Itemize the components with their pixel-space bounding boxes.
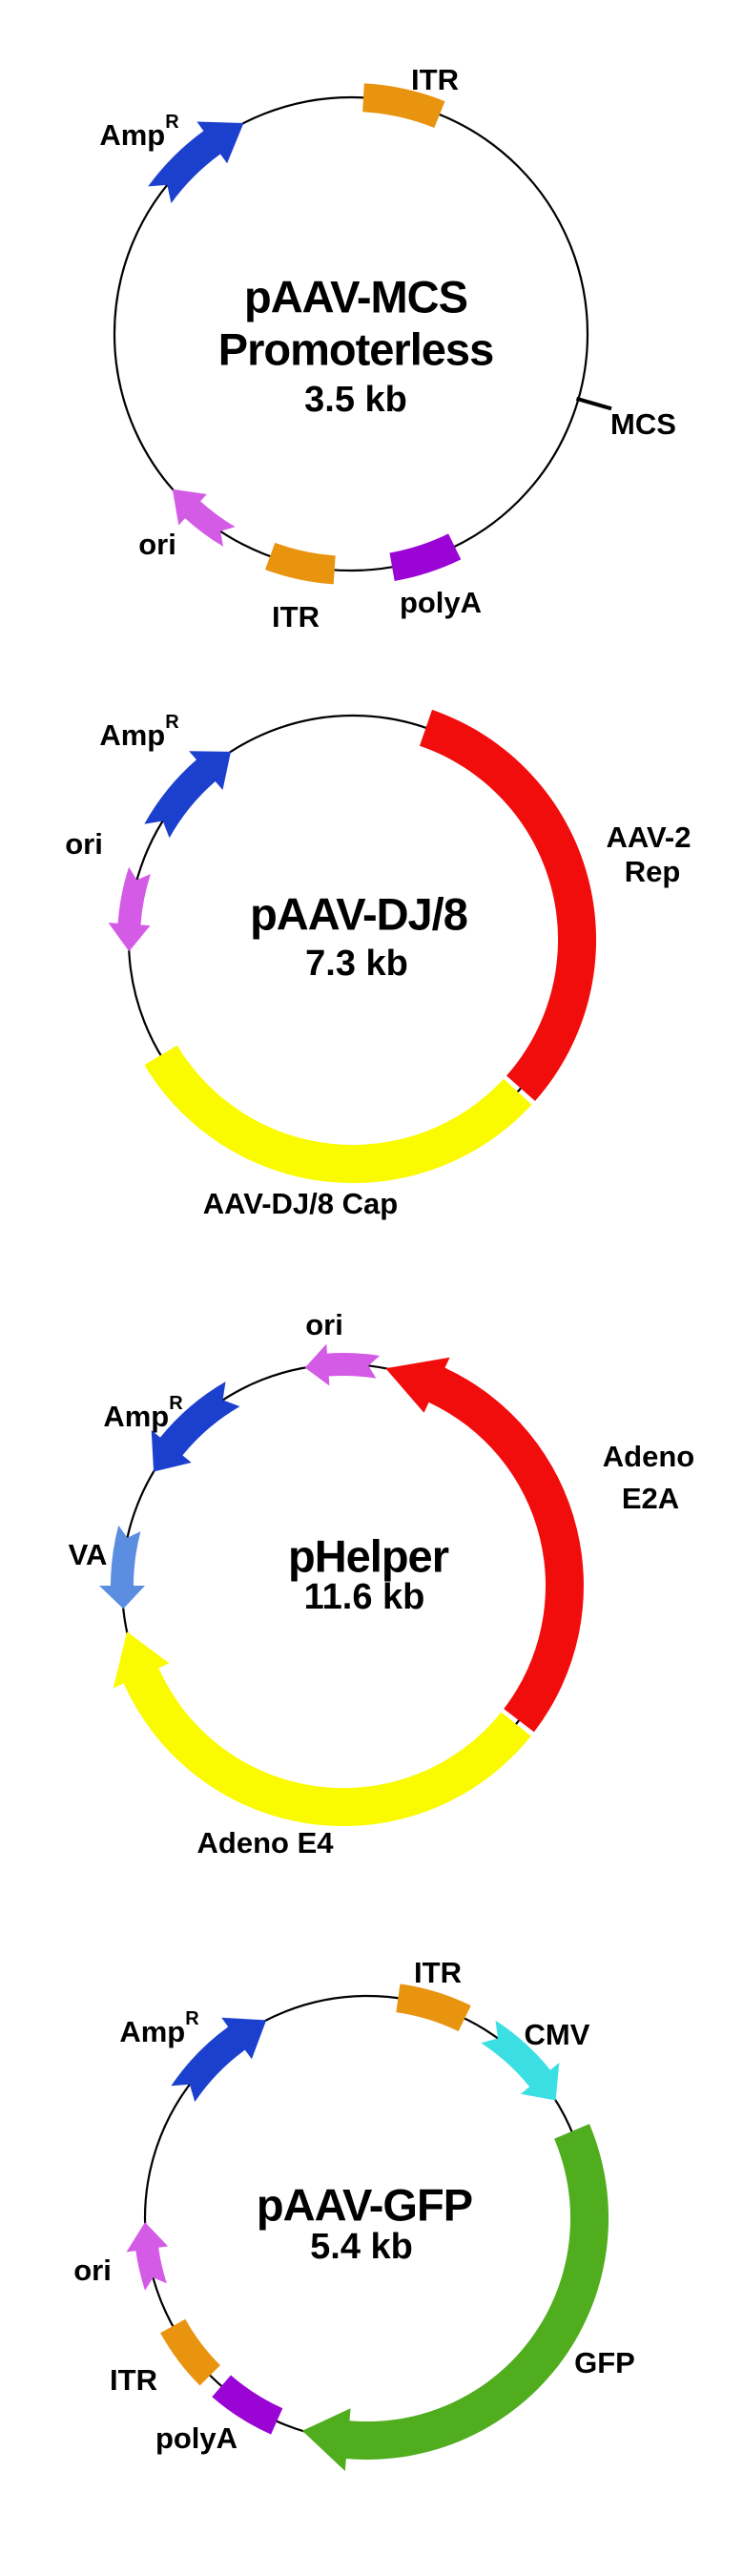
paav-dj8-ori-label: ori xyxy=(65,827,103,861)
paav-mcs-promoterless-itr-top-segment xyxy=(362,83,445,128)
phelper-title-line-1: pHelper xyxy=(288,1531,449,1582)
phelper-adeno-e4-arrow xyxy=(113,1631,531,1827)
paav-gfp-ori-label: ori xyxy=(73,2254,112,2287)
paav-gfp-size-label: 5.4 kb xyxy=(310,2227,413,2267)
plasmid-paav-mcs-promoterless: ITR AmpR MCS polyA ITR ori pAAV-MCSPromoterles… xyxy=(99,63,676,634)
paav-dj8-amp-r-label: AmpR xyxy=(99,712,179,752)
paav-gfp-cmv-arrow xyxy=(481,2020,560,2101)
phelper-amp-r-arrow xyxy=(151,1381,240,1472)
paav-dj8-title-line-1: pAAV-DJ/8 xyxy=(250,889,467,940)
paav-gfp-polya-segment xyxy=(212,2375,283,2435)
phelper-adeno-e2a-arrow xyxy=(385,1357,584,1733)
paav-mcs-promoterless-size-label: 3.5 kb xyxy=(304,380,407,420)
paav-dj8-amp-r-arrow xyxy=(144,751,231,839)
phelper-ori-label: ori xyxy=(305,1308,343,1341)
paav-mcs-promoterless-polya-label: polyA xyxy=(400,586,482,619)
paav-dj8-aav2-rep-label: Rep xyxy=(625,855,681,888)
phelper-ori-arrow xyxy=(304,1343,381,1386)
paav-gfp-gfp-label: GFP xyxy=(574,2346,635,2379)
paav-mcs-promoterless-backbone xyxy=(113,95,589,572)
paav-mcs-promoterless-mcs-site-tick xyxy=(575,396,612,411)
phelper-amp-r-label: AmpR xyxy=(103,1393,183,1433)
phelper-adeno-e2a-label: E2A xyxy=(622,1482,679,1515)
paav-mcs-promoterless-itr-top-label: ITR xyxy=(411,63,459,96)
paav-mcs-promoterless-title-line-1: pAAV-MCS xyxy=(244,272,467,322)
paav-dj8-aav-dj8-cap-segment xyxy=(144,1045,532,1183)
paav-gfp-cmv-label: CMV xyxy=(525,2018,590,2051)
paav-gfp-title-line-1: pAAV-GFP xyxy=(257,2180,472,2231)
paav-mcs-promoterless-ori-label: ori xyxy=(138,528,176,561)
paav-gfp-itr-top-segment xyxy=(396,1984,471,2032)
paav-mcs-promoterless-ori-arrow xyxy=(172,488,236,547)
paav-gfp-ori-arrow xyxy=(126,2222,169,2291)
phelper-adeno-e2a-label: Adeno xyxy=(603,1440,694,1473)
paav-gfp-gfp-arrow xyxy=(301,2124,609,2471)
paav-dj8-ori-arrow xyxy=(108,866,151,952)
paav-gfp-itr-bottom-label: ITR xyxy=(110,2363,157,2397)
paav-mcs-promoterless-polya-segment xyxy=(389,533,462,581)
phelper-size-label: 11.6 kb xyxy=(304,1577,425,1617)
phelper-va-label: VA xyxy=(69,1538,108,1571)
phelper-adeno-e4-label: Adeno E4 xyxy=(197,1826,335,1859)
paav-gfp-polya-label: polyA xyxy=(155,2421,237,2455)
paav-gfp-itr-bottom-segment xyxy=(160,2318,220,2386)
paav-dj8-aav2-rep-segment xyxy=(420,709,597,1101)
paav-mcs-promoterless-itr-bottom-segment xyxy=(265,542,336,585)
paav-dj8-aav-dj8-cap-label: AAV-DJ/8 Cap xyxy=(203,1187,398,1220)
phelper-va-arrow xyxy=(99,1525,145,1610)
paav-gfp-amp-r-label: AmpR xyxy=(119,2008,199,2048)
paav-gfp-amp-r-arrow xyxy=(171,2017,267,2103)
paav-mcs-promoterless-amp-r-arrow xyxy=(148,121,244,203)
paav-mcs-promoterless-amp-r-label: AmpR xyxy=(99,112,179,152)
paav-dj8-aav2-rep-label: AAV-2 xyxy=(606,821,691,854)
paav-mcs-promoterless-itr-bottom-label: ITR xyxy=(272,600,320,634)
paav-dj8-size-label: 7.3 kb xyxy=(305,944,408,984)
paav-mcs-promoterless-mcs-site-label: MCS xyxy=(610,407,676,441)
paav-mcs-promoterless-title-line-2: Promoterless xyxy=(218,324,493,375)
paav-gfp-itr-top-label: ITR xyxy=(414,1956,462,1989)
